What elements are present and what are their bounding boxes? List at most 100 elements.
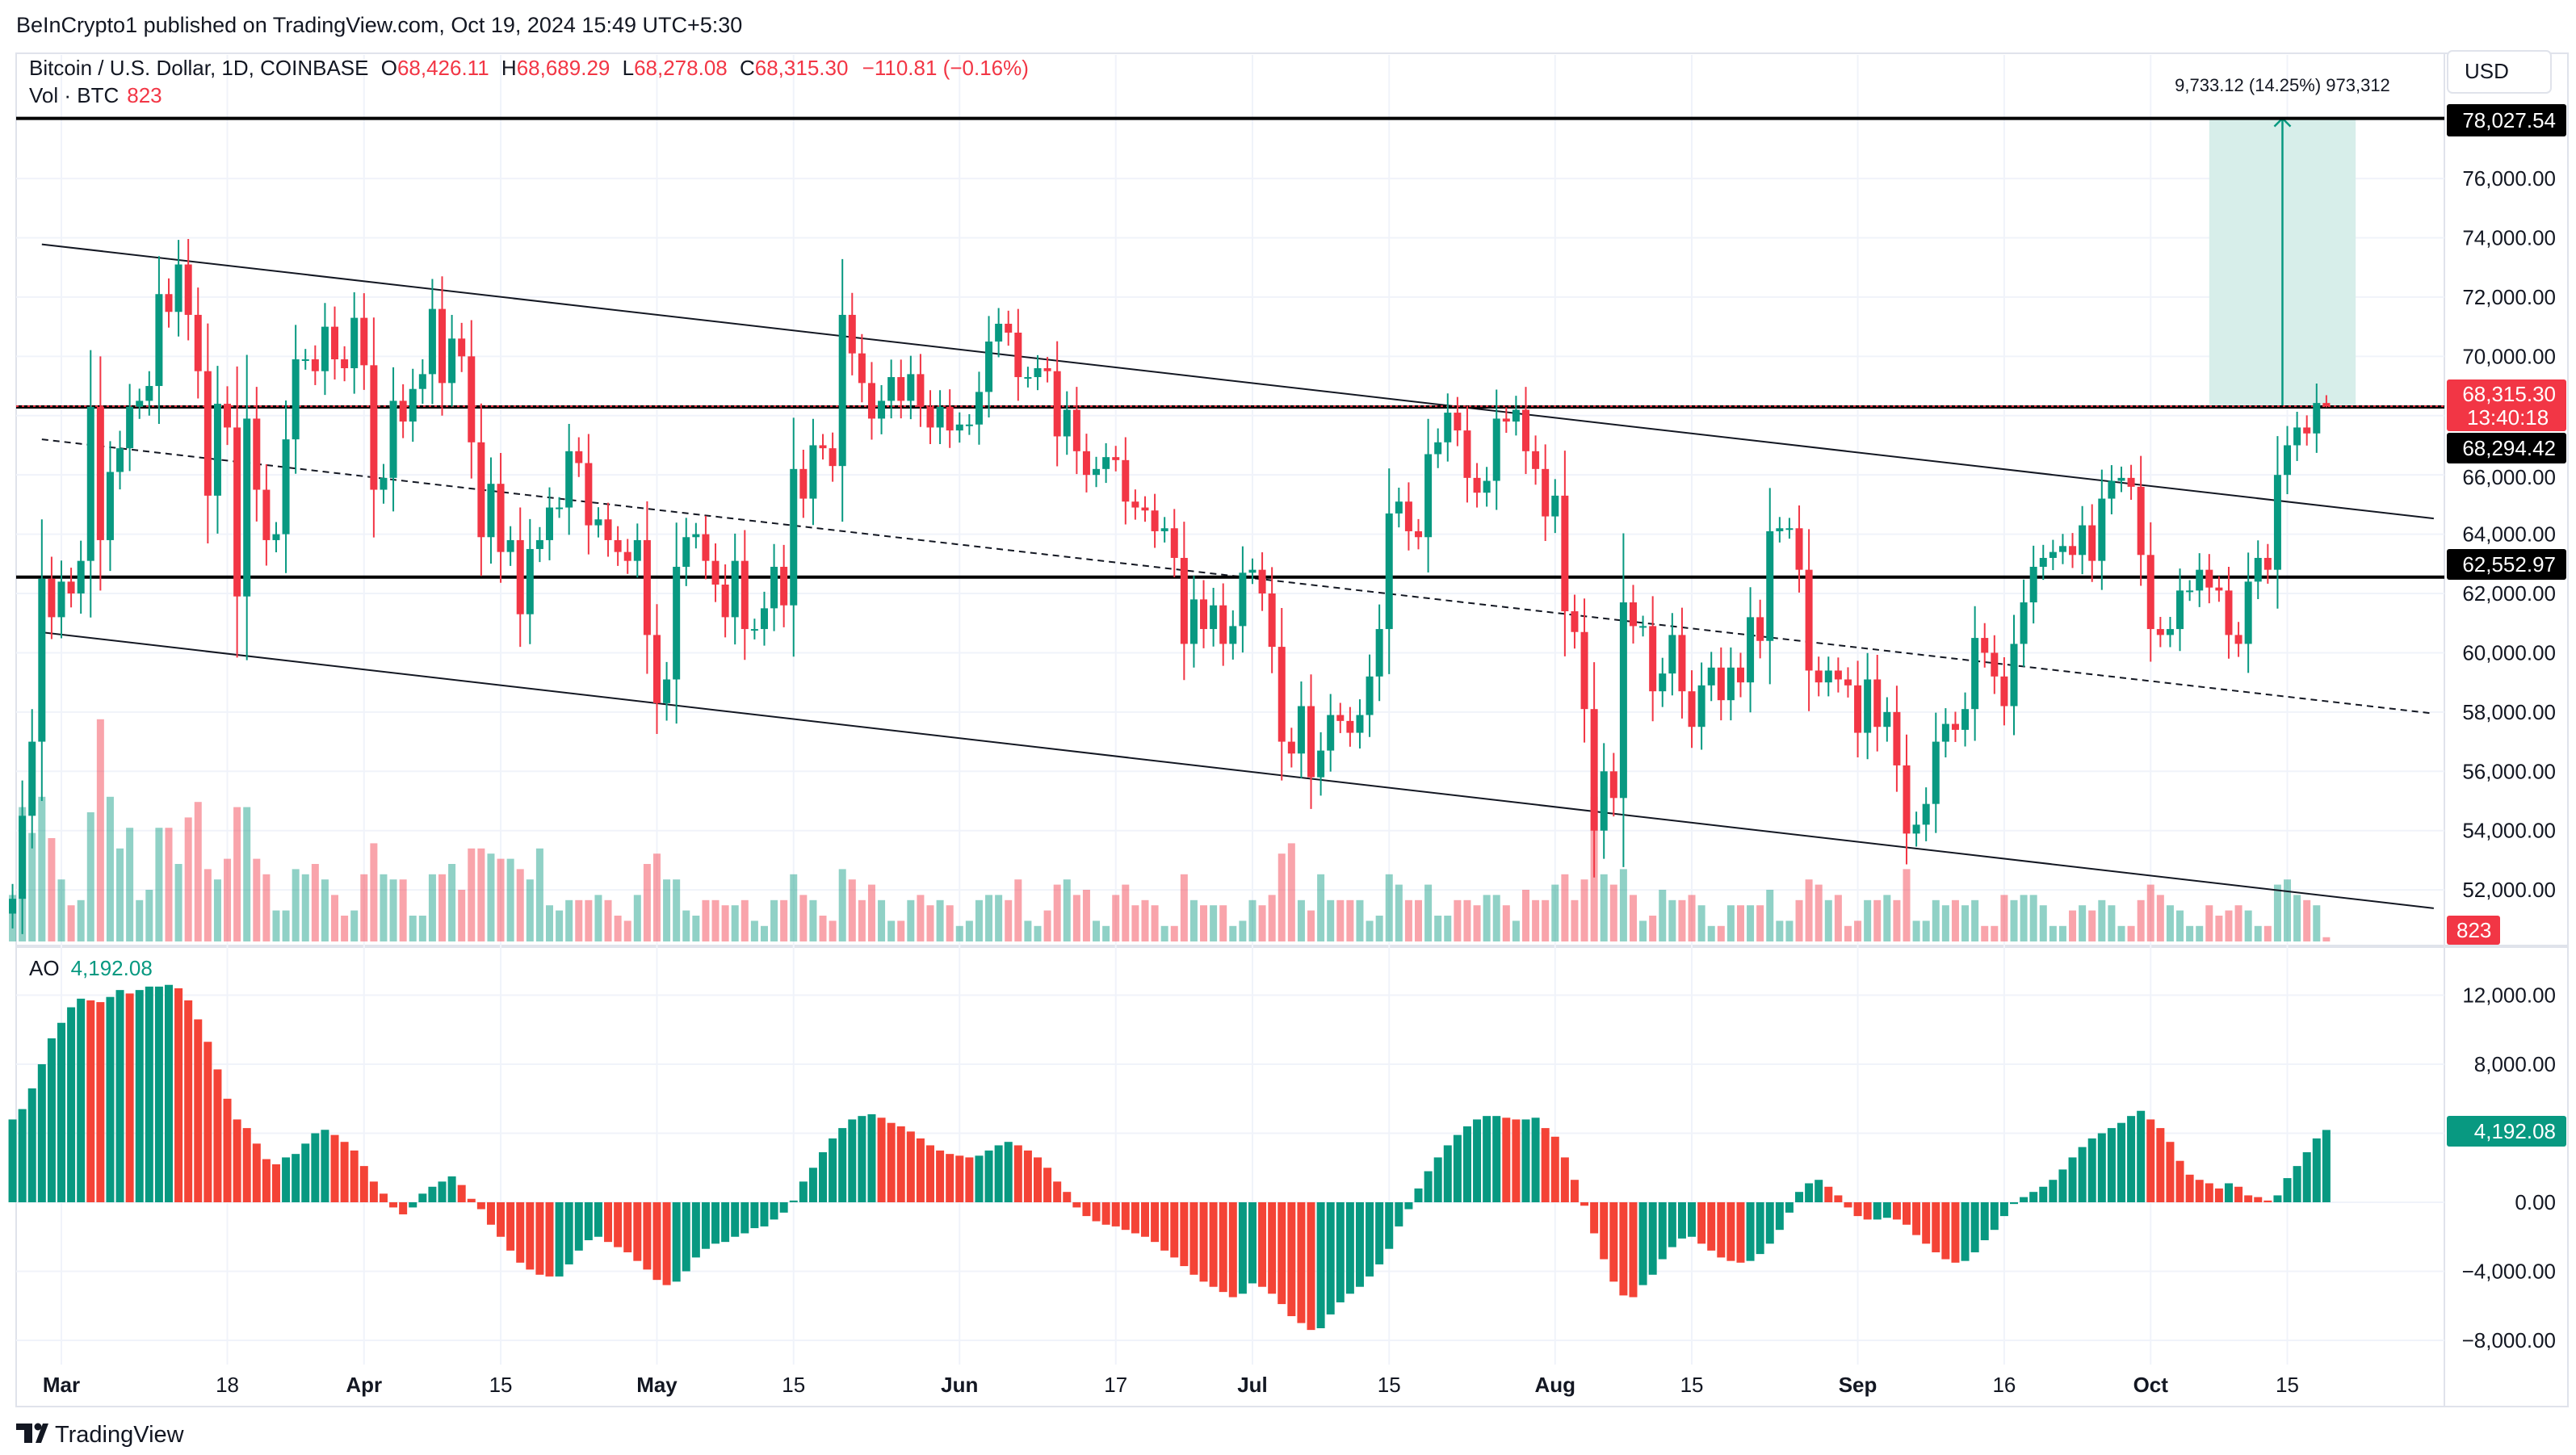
candle-body [975,392,983,425]
volume-bar [1093,920,1101,941]
ao-bar [1278,1202,1286,1305]
volume-bar [623,920,631,941]
candle [1532,435,1540,485]
candle-body [360,317,368,366]
ao-bar [2078,1147,2087,1202]
ao-title: AO [29,956,60,980]
candle [1444,393,1452,462]
trendline-drawings[interactable] [16,116,2444,909]
candle [1063,391,1071,455]
candle-body [1941,723,1949,742]
volume-bar [1717,925,1725,941]
volume-bar [2039,905,2047,941]
ao-bar [457,1185,466,1202]
volume-bar [702,899,710,941]
candle-body [1122,459,1130,502]
candle-body [448,338,456,384]
measure-label: 9,733.12 (14.25%) 973,312 [2175,75,2390,95]
candle [2166,617,2174,648]
candle [2010,614,2018,736]
ao-bar [2224,1183,2233,1202]
candle [1189,575,1198,668]
candle-body [1385,513,1393,630]
ao-bar [779,1202,788,1213]
ao-bar [1961,1202,1970,1261]
candle [292,325,300,474]
candle [1922,787,1930,841]
candle-body [799,468,808,499]
ao-bar [389,1202,398,1208]
ao-bar [1903,1202,1911,1225]
candle [1131,489,1139,520]
candle-body [380,477,388,490]
candle [1932,712,1940,833]
candle-body [2079,525,2087,556]
volume-bar [546,905,553,941]
volume-bar [1532,899,1540,941]
price-range-measure[interactable] [2209,116,2356,409]
ao-bar [516,1202,525,1263]
candle-body [965,424,973,426]
candle-body [663,679,671,703]
volume-bar [67,905,75,941]
ao-bar [67,1007,76,1202]
change-value: −110.81 (−0.16%) [862,56,1029,80]
volume-bar [341,916,349,941]
candle [750,618,758,639]
bar-countdown: 13:40:18 [2467,405,2549,430]
ao-bar [1219,1202,1227,1293]
level-tag-mid: 68,294.42 [2447,433,2566,463]
volume-bar [243,807,251,941]
ao-bar [829,1138,837,1202]
ao-bar [887,1122,896,1202]
volume-bar [2176,910,2184,941]
volume-bar [1385,874,1393,941]
volume-value: 823 [127,83,162,107]
volume-bar [1072,895,1080,941]
currency-button[interactable]: USD [2447,50,2552,94]
candle-body [1971,638,1979,710]
candle-body [1239,572,1247,627]
candle-body [1268,593,1276,648]
candle-body [750,629,758,631]
volume-bar [2079,905,2087,941]
ao-bar [418,1193,427,1202]
volume-bar [1189,899,1198,941]
ao-bar [506,1202,515,1251]
symbol-name: Bitcoin / U.S. Dollar, 1D, COINBASE [29,56,368,80]
ao-bar [1834,1195,1843,1202]
candle [497,453,505,583]
candle [2234,622,2242,657]
volume-bar [2010,899,2018,941]
candle-body [2058,546,2066,552]
ao-bar [1111,1202,1120,1226]
tradingview-logo[interactable]: TradingView [16,1422,185,1448]
ao-axis-label: 0.00 [2515,1190,2556,1214]
ao-bar [1395,1202,1403,1226]
volume-bar [1659,890,1667,941]
ao-bar [2273,1195,2282,1202]
candle-body [2225,590,2233,635]
candle-body [985,341,993,392]
candle [243,354,251,660]
candle-body [126,406,134,449]
volume-bar [535,848,543,941]
candle-body [546,507,553,540]
candle [174,240,183,337]
volume-bar [829,920,837,941]
ao-bar [623,1202,632,1252]
volume-bar [809,899,817,941]
volume-bar [136,899,144,941]
candle-body [2098,498,2106,561]
volume-bar [370,843,378,941]
candle-body [2000,676,2008,707]
candle [1717,647,1725,721]
candle [975,371,983,445]
ao-bar [2117,1122,2125,1202]
ao-bar [1648,1202,1657,1275]
volume-bar [731,905,739,941]
ao-bar [770,1202,778,1220]
candle [1609,753,1617,817]
ao-bar [1951,1202,1960,1263]
